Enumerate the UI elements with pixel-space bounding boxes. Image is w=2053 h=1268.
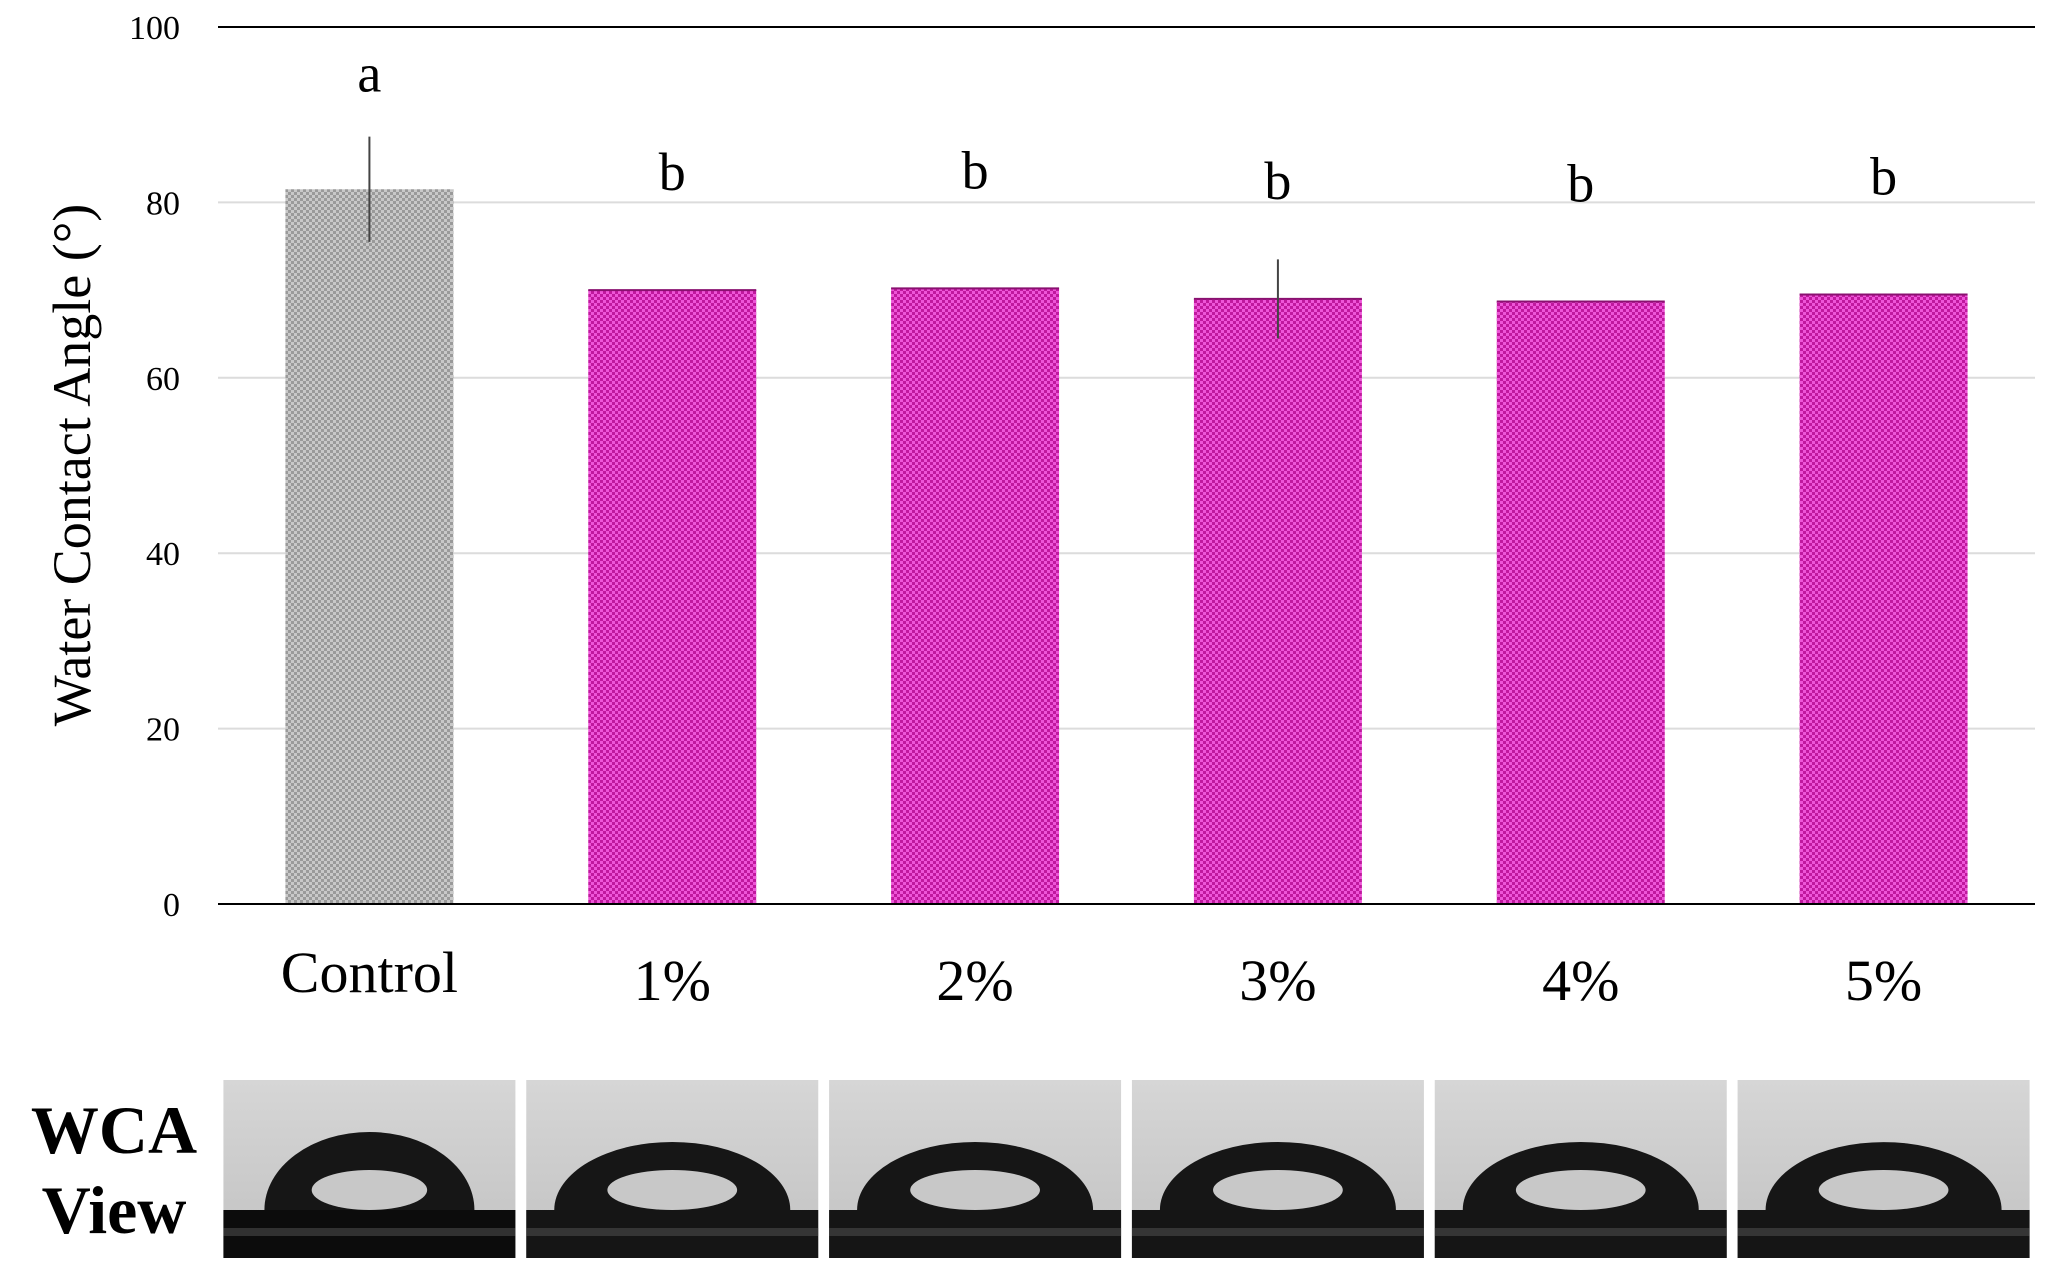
droplet-image <box>1434 1080 1727 1258</box>
x-category-label: 4% <box>1542 948 1619 1013</box>
bars <box>285 189 1968 905</box>
y-tick-label: 60 <box>146 361 180 398</box>
droplet-image <box>1737 1080 2030 1258</box>
bar-control <box>285 189 454 904</box>
significance-letters: a b b b b b <box>357 44 1897 214</box>
significance-letter: b <box>962 140 989 200</box>
droplet-image <box>829 1080 1122 1258</box>
x-axis-categories: Control 1% 2% 3% 4% 5% <box>281 940 1922 1013</box>
bar-treatment <box>1193 298 1362 904</box>
y-tick-label: 80 <box>146 185 180 222</box>
y-tick-label: 20 <box>146 712 180 749</box>
y-axis-title: Water Contact Angle (°) <box>42 204 102 727</box>
wca-label-line2: View <box>41 1172 187 1248</box>
bar-treatment <box>588 290 757 905</box>
significance-letter: b <box>1870 146 1897 206</box>
x-category-label: Control <box>281 940 458 1005</box>
droplet-image <box>223 1080 516 1258</box>
x-category-label: 3% <box>1239 948 1316 1013</box>
y-tick-label: 100 <box>129 10 180 47</box>
bar-treatment <box>1799 294 1968 904</box>
significance-letter: b <box>1567 154 1594 214</box>
significance-letter: b <box>659 142 686 202</box>
wca-label-line1: WCA <box>30 1092 198 1168</box>
bar-treatment <box>1496 301 1665 905</box>
wca-droplet-images <box>223 1080 2030 1258</box>
droplet-image <box>1131 1080 1424 1258</box>
bar-treatment <box>891 288 1060 904</box>
y-tick-label: 40 <box>146 536 180 573</box>
x-category-label: 2% <box>936 948 1013 1013</box>
wca-view-label: WCA View <box>14 1090 214 1250</box>
error-bars <box>368 136 1279 339</box>
x-category-label: 5% <box>1845 948 1922 1013</box>
gridlines <box>218 201 2035 730</box>
y-tick-label: 0 <box>163 887 180 924</box>
significance-letter: a <box>357 44 381 104</box>
y-axis-ticks: 0 20 40 60 80 100 <box>129 10 180 924</box>
significance-letter: b <box>1264 151 1291 211</box>
x-category-label: 1% <box>634 948 711 1013</box>
droplet-image <box>526 1080 819 1258</box>
